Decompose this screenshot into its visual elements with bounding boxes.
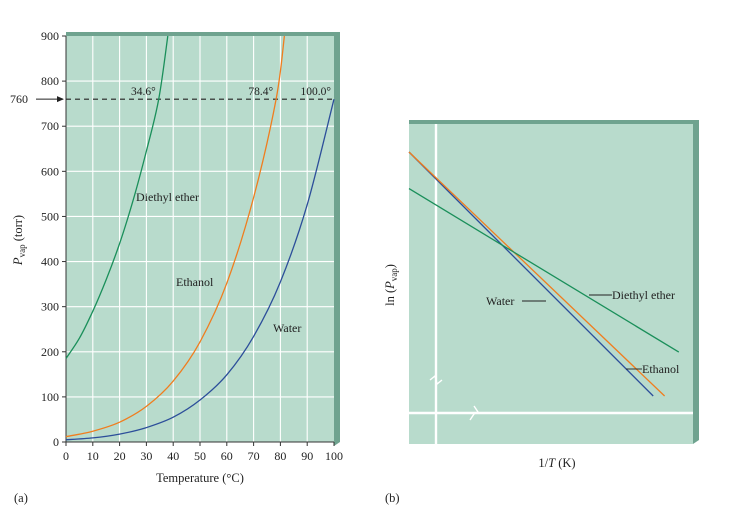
reference-arrow-head bbox=[57, 96, 64, 103]
x-tick-label-50: 50 bbox=[194, 449, 206, 463]
y-tick-label-0: 0 bbox=[53, 435, 59, 449]
series-line-diethyl-ether-b bbox=[408, 188, 680, 353]
x-tick-label-80: 80 bbox=[274, 449, 286, 463]
x-axis-label-b-var: T bbox=[548, 456, 556, 470]
curve-label-ethanol-a: Ethanol bbox=[176, 275, 214, 289]
annotation-100-0-: 100.0° bbox=[301, 86, 332, 98]
x-axis-label-b-pre: 1/ bbox=[538, 456, 548, 470]
y-axis-label-b-var: P bbox=[383, 281, 397, 290]
series-line-ethanol-b bbox=[408, 151, 666, 397]
panel-label-a: (a) bbox=[14, 491, 28, 505]
boiling-point-annotations: 34.6° 78.4° 100.0° bbox=[131, 86, 331, 98]
y-axis-label-b-sub: vap bbox=[389, 268, 399, 281]
y-tick-label-900: 900 bbox=[41, 29, 59, 43]
reference-line-label: 760 bbox=[10, 92, 28, 106]
x-tick-label-0: 0 bbox=[63, 449, 69, 463]
x-tick-label-60: 60 bbox=[221, 449, 233, 463]
y-axis-label-b-post: ) bbox=[383, 264, 397, 268]
x-axis-label-b: 1/T (K) bbox=[538, 456, 575, 470]
annotation-34-6-: 34.6° bbox=[131, 86, 156, 98]
x-tick-labels-a: 0 10 20 30 40 50 60 70 80 90 100 bbox=[63, 442, 343, 463]
x-tick-label-90: 90 bbox=[301, 449, 313, 463]
series-group-b bbox=[408, 151, 680, 397]
curve-label-diethyl-ether-a: Diethyl ether bbox=[136, 190, 199, 204]
series-line-water-b bbox=[408, 151, 654, 397]
y-tick-label-500: 500 bbox=[41, 209, 59, 223]
curve-label-water-b: Water bbox=[486, 294, 514, 308]
x-axis-label-a: Temperature (°C) bbox=[156, 471, 244, 485]
x-axis-label-b-unit: (K) bbox=[555, 456, 575, 470]
y-tick-labels-a: 0 100 200 300 400 500 600 700 800 900 bbox=[41, 29, 66, 449]
x-tick-label-10: 10 bbox=[87, 449, 99, 463]
y-tick-label-400: 400 bbox=[41, 255, 59, 269]
x-tick-label-70: 70 bbox=[248, 449, 260, 463]
y-tick-label-700: 700 bbox=[41, 119, 59, 133]
series-line-diethyl-ether-a bbox=[65, 35, 169, 359]
y-axis-label-a-unit: (torr) bbox=[11, 215, 25, 245]
y-tick-label-200: 200 bbox=[41, 345, 59, 359]
y-tick-label-600: 600 bbox=[41, 164, 59, 178]
curve-label-ethanol-b: Ethanol bbox=[642, 362, 680, 376]
panel-label-b: (b) bbox=[385, 491, 400, 505]
y-axis-label-b-pre: ln ( bbox=[383, 289, 397, 306]
plot-b-background bbox=[409, 124, 693, 444]
y-tick-label-100: 100 bbox=[41, 390, 59, 404]
y-tick-label-800: 800 bbox=[41, 74, 59, 88]
reference-line-760: 760 bbox=[10, 92, 334, 106]
y-tick-label-300: 300 bbox=[41, 300, 59, 314]
y-axis-label-a-symbol: P bbox=[11, 257, 25, 266]
curve-label-diethyl-ether-b: Diethyl ether bbox=[612, 288, 675, 302]
series-line-water-a bbox=[65, 99, 335, 441]
annotation-78-4-: 78.4° bbox=[248, 86, 273, 98]
curve-label-water-a: Water bbox=[273, 321, 301, 335]
panel-b: Water Diethyl ether Ethanol 1/T (K) ln (… bbox=[383, 120, 699, 505]
x-axis-break-b bbox=[469, 405, 480, 421]
x-tick-label-100: 100 bbox=[325, 449, 343, 463]
y-axis-label-b: ln (Pvap) bbox=[383, 264, 399, 306]
x-tick-label-40: 40 bbox=[167, 449, 179, 463]
panel-a: 0 10 20 30 40 50 60 70 80 90 100 0 100 200 300 400 500 6… bbox=[10, 29, 343, 505]
series-group-a bbox=[65, 35, 335, 441]
plot-a-grid bbox=[66, 36, 334, 442]
x-tick-label-20: 20 bbox=[114, 449, 126, 463]
y-axis-break-b bbox=[429, 374, 443, 386]
y-axis-label-a-sub: vap bbox=[17, 244, 27, 257]
series-line-ethanol-a bbox=[65, 35, 286, 438]
y-axis-label-a: Pvap (torr) bbox=[11, 215, 27, 266]
x-tick-label-30: 30 bbox=[140, 449, 152, 463]
